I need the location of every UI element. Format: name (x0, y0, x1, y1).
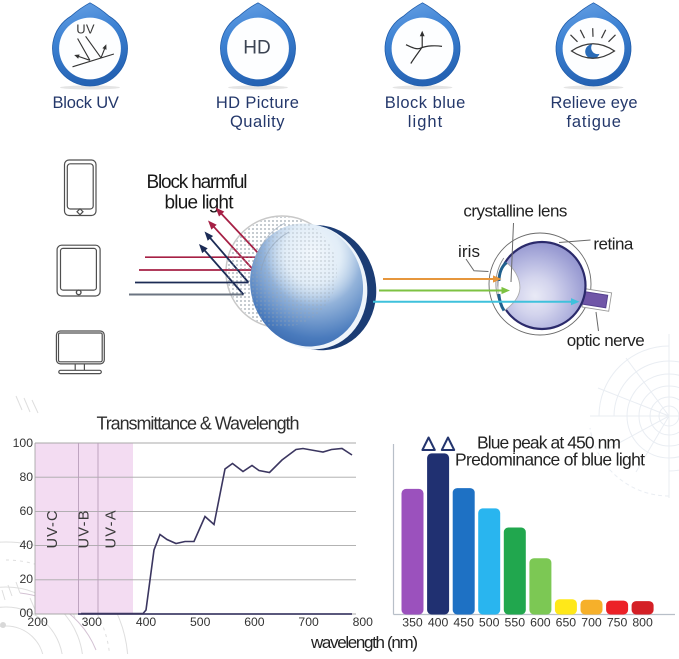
svg-text:350: 350 (402, 616, 423, 630)
svg-text:UV-B: UV-B (77, 511, 93, 549)
svg-text:400: 400 (428, 616, 449, 630)
svg-text:blue light: blue light (165, 193, 235, 214)
svg-text:800: 800 (632, 616, 653, 630)
svg-text:Relieve eye: Relieve eye (551, 94, 638, 112)
svg-text:60: 60 (19, 504, 33, 518)
svg-text:crystalline lens: crystalline lens (463, 202, 567, 221)
svg-text:Block UV: Block UV (52, 94, 119, 112)
svg-text:Predominance of blue light: Predominance of blue light (455, 450, 645, 470)
svg-text:40: 40 (19, 538, 33, 552)
svg-text:20: 20 (19, 572, 33, 586)
svg-text:500: 500 (190, 615, 211, 629)
svg-text:Block harmful: Block harmful (147, 172, 248, 193)
svg-text:650: 650 (556, 616, 577, 630)
svg-text:wavelength (nm): wavelength (nm) (310, 633, 418, 652)
svg-text:UV: UV (76, 22, 96, 37)
svg-text:UV-C: UV-C (45, 511, 61, 549)
svg-text:80: 80 (19, 470, 33, 484)
svg-text:200: 200 (27, 615, 48, 629)
svg-text:700: 700 (298, 615, 319, 629)
svg-text:700: 700 (581, 616, 602, 630)
svg-text:600: 600 (530, 616, 551, 630)
svg-text:300: 300 (82, 615, 103, 629)
svg-text:UV-A: UV-A (104, 510, 120, 548)
svg-text:400: 400 (136, 615, 157, 629)
svg-text:Transmittance & Wavelength: Transmittance & Wavelength (97, 414, 300, 434)
svg-text:iris: iris (458, 242, 480, 261)
svg-text:800: 800 (353, 615, 374, 629)
svg-text:750: 750 (607, 616, 628, 630)
svg-text:HD: HD (243, 38, 272, 59)
svg-text:fatigue: fatigue (566, 113, 621, 131)
svg-text:HD Picture: HD Picture (216, 94, 299, 112)
svg-text:light: light (408, 113, 443, 131)
svg-text:retina: retina (593, 235, 634, 254)
svg-text:100: 100 (13, 436, 34, 450)
svg-text:Block blue: Block blue (385, 94, 466, 112)
svg-text:550: 550 (505, 616, 526, 630)
svg-text:450: 450 (453, 616, 474, 630)
svg-text:optic nerve: optic nerve (567, 331, 645, 350)
svg-text:500: 500 (479, 616, 500, 630)
svg-text:600: 600 (244, 615, 265, 629)
svg-text:Quality: Quality (230, 113, 285, 131)
